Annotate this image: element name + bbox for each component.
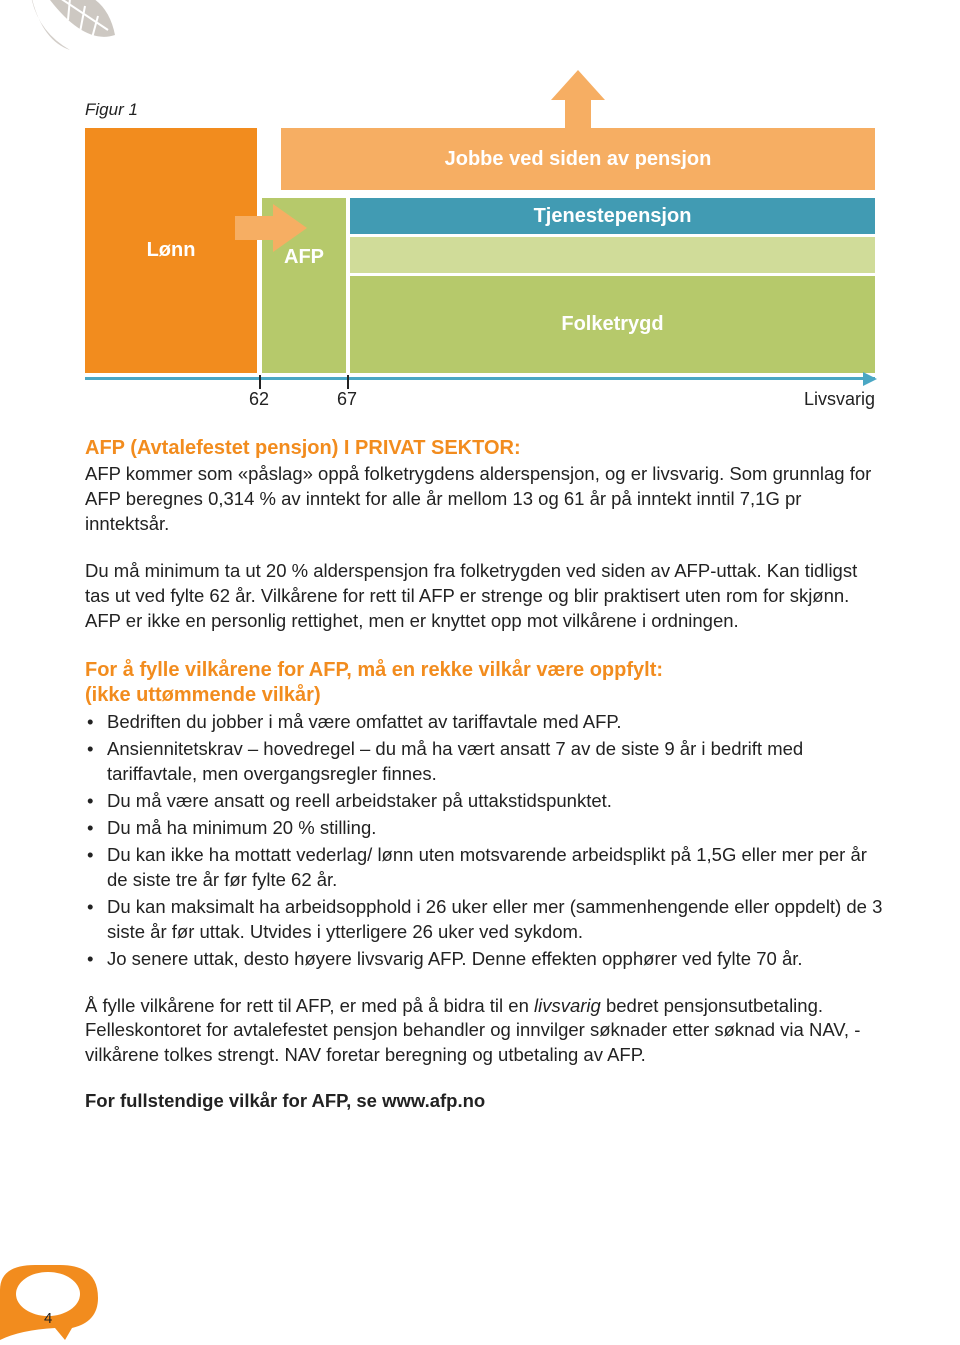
section-heading-afp: AFP (Avtalefestet pensjon) I PRIVAT SEKT… — [85, 437, 885, 460]
axis-arrow-icon — [863, 372, 877, 386]
figure-label: Figur 1 — [85, 100, 885, 120]
page-number: 4 — [44, 1310, 52, 1327]
chart-block-tjeneste: Tjenestepensjon — [350, 198, 875, 234]
list-item: Ansiennitetskrav – hovedregel – du må ha… — [85, 737, 885, 787]
section-heading-vilkar: For å fylle vilkårene for AFP, må en rek… — [85, 658, 885, 708]
heading-line: For å fylle vilkårene for AFP, må en rek… — [85, 659, 663, 681]
list-item: Du kan maksimalt ha arbeidsopphold i 26 … — [85, 895, 885, 945]
paragraph: Å fylle vilkårene for rett til AFP, er m… — [85, 994, 885, 1069]
list-item: Du kan ikke ha mottatt vederlag/ lønn ut… — [85, 843, 885, 893]
axis-tick — [347, 375, 349, 389]
chart-axis: 62 67 Livsvarig — [85, 377, 875, 407]
chart-block-jobbe: Jobbe ved siden av pensjon — [281, 128, 875, 190]
bullet-list: Bedriften du jobber i må være omfattet a… — [85, 710, 885, 972]
axis-tick-label: 67 — [337, 389, 357, 410]
page-footer-bubble-icon — [0, 1260, 110, 1345]
pension-chart: Lønn Jobbe ved siden av pensjon AFP Tjen… — [85, 128, 885, 407]
arrow-right-icon — [235, 204, 307, 257]
final-note: For fullstendige vilkår for AFP, se www.… — [85, 1090, 885, 1112]
list-item: Jo senere uttak, desto høyere livsvarig … — [85, 947, 885, 972]
list-item: Bedriften du jobber i må være omfattet a… — [85, 710, 885, 735]
list-item: Du må være ansatt og reell arbeidstaker … — [85, 789, 885, 814]
heading-line: (ikke uttømmende vilkår) — [85, 684, 321, 706]
list-item: Du må ha minimum 20 % stilling. — [85, 816, 885, 841]
axis-tick-label: 62 — [249, 389, 269, 410]
axis-tick — [259, 375, 261, 389]
chart-block-folke: Folketrygd — [350, 276, 875, 373]
paragraph: Du må minimum ta ut 20 % alderspensjon f… — [85, 559, 885, 634]
leaf-icon — [30, 0, 140, 75]
chart-block-lonn: Lønn — [85, 128, 257, 373]
chart-block-gap — [350, 237, 875, 273]
axis-end-label: Livsvarig — [804, 389, 875, 410]
paragraph: AFP kommer som «påslag» oppå folketrygde… — [85, 462, 885, 537]
